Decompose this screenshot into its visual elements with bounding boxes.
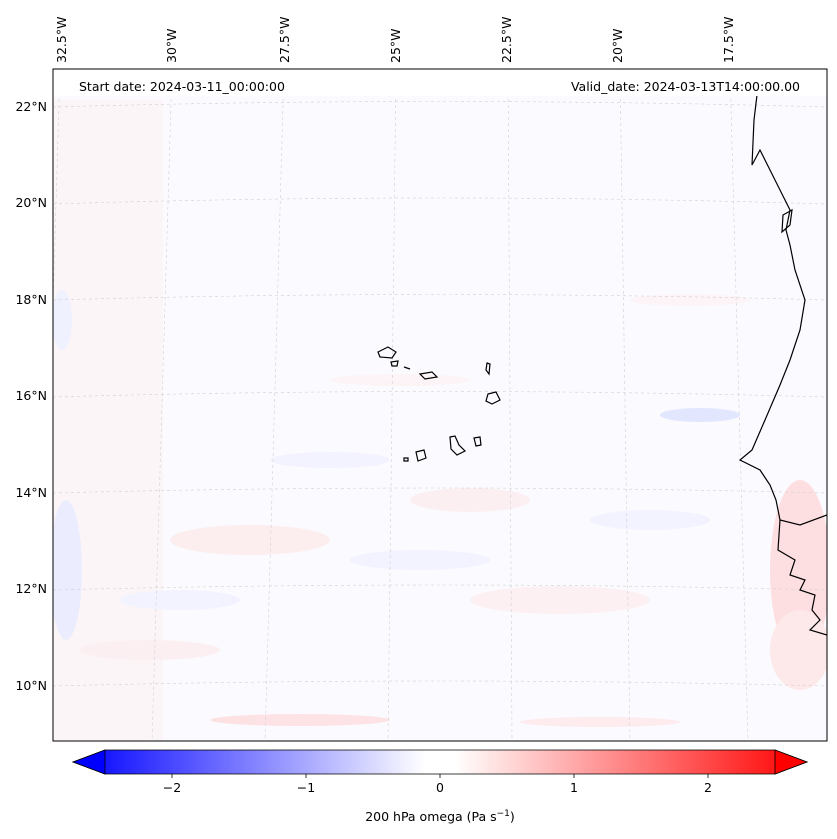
lon-label: 27.5°W — [277, 17, 292, 63]
lat-label: 22°N — [15, 99, 47, 114]
colorbar-tick: −2 — [163, 780, 181, 795]
colorbar-tick: 0 — [436, 780, 444, 795]
lon-label: 17.5°W — [721, 17, 736, 63]
lon-label: 25°W — [388, 28, 403, 63]
colorbar-label: 200 hPa omega (Pa s−1) — [365, 809, 515, 824]
lon-label: 20°W — [610, 28, 625, 63]
lon-label: 22.5°W — [499, 17, 514, 63]
colorbar-tick: −1 — [297, 780, 315, 795]
colorbar-tick: 2 — [704, 780, 712, 795]
lon-labels: 32.5°W 30°W 27.5°W 25°W 22.5°W 20°W 17.5… — [54, 17, 736, 63]
coastline — [738, 94, 827, 636]
lat-label: 18°N — [15, 292, 47, 307]
lon-label: 32.5°W — [54, 17, 69, 63]
lat-label: 10°N — [15, 678, 47, 693]
colorbar: −2 −1 0 1 2 200 hPa omega (Pa s−1) — [71, 749, 809, 824]
lat-label: 20°N — [15, 195, 47, 210]
lat-labels: 22°N 20°N 18°N 16°N 14°N 12°N 10°N — [15, 99, 47, 693]
valid-date-label: Valid_date: 2024-03-13T14:00:00.00 — [571, 79, 800, 94]
omega-field — [53, 69, 827, 741]
map-frame — [52, 68, 828, 742]
cape-verde-islands — [377, 346, 501, 462]
lon-label: 30°W — [164, 28, 179, 63]
graticule — [53, 69, 827, 741]
lat-label: 14°N — [15, 485, 47, 500]
colorbar-tick: 1 — [570, 780, 578, 795]
lat-label: 16°N — [15, 388, 47, 403]
lat-label: 12°N — [15, 581, 47, 596]
start-date-label: Start date: 2024-03-11_00:00:00 — [79, 79, 285, 94]
